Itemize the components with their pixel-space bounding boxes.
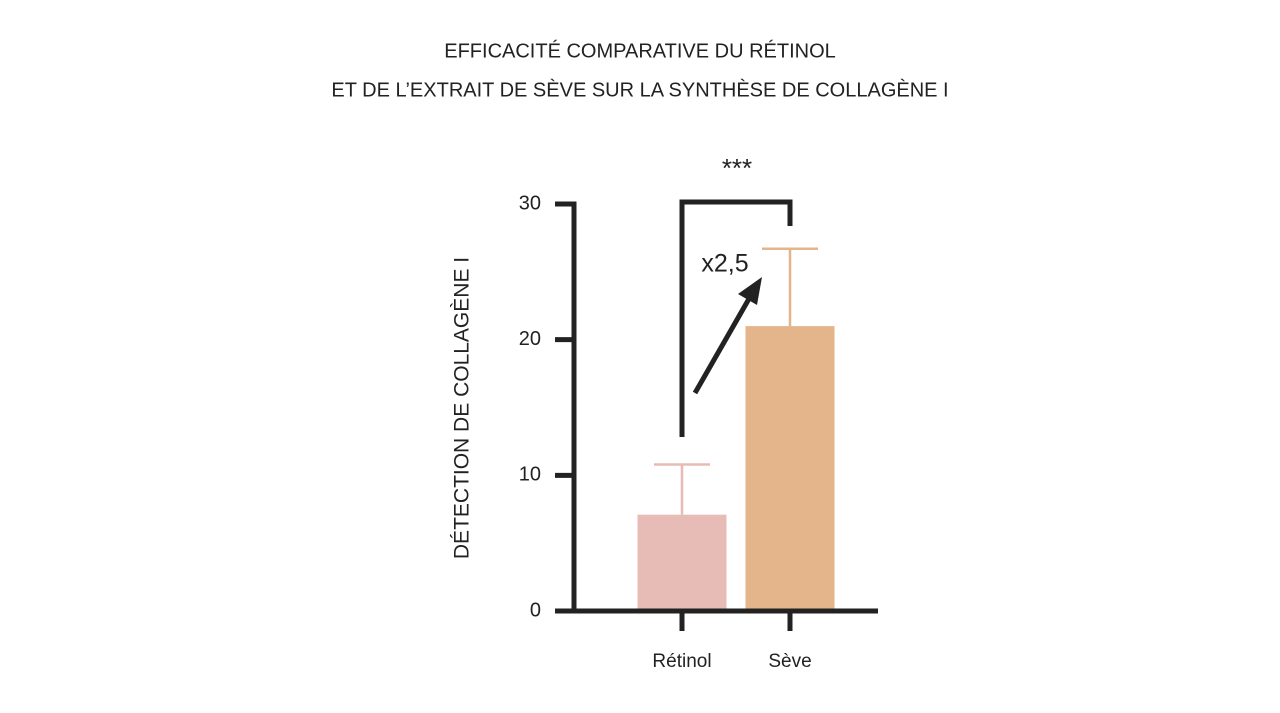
y-tick-label: 20 (519, 328, 541, 350)
arrow-head (738, 277, 762, 305)
significance-bracket (679, 199, 793, 437)
significance-label: *** (722, 153, 752, 183)
arrow-shaft (692, 295, 753, 395)
y-tick-label: 10 (519, 464, 541, 486)
chart-title: EFFICACITÉ COMPARATIVE DU RÉTINOL (444, 39, 836, 62)
x-tick-label: Sève (768, 651, 811, 672)
ratio-label: x2,5 (701, 250, 748, 278)
chart-title: ET DE L’EXTRAIT DE SÈVE SUR LA SYNTHÈSE … (331, 78, 948, 101)
x-tick-label: Rétinol (652, 651, 711, 672)
y-axis-label: DÉTECTION DE COLLAGÈNE I (451, 257, 474, 559)
bar (745, 326, 835, 611)
y-tick-label: 0 (530, 599, 541, 621)
y-tick-label: 30 (519, 192, 541, 214)
bar (637, 514, 727, 611)
